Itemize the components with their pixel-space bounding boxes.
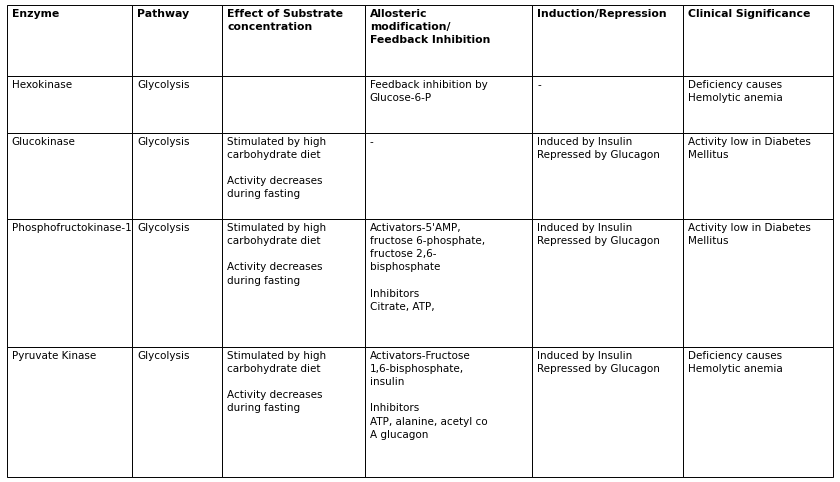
Bar	[223, 5, 365, 76]
Text: Hexokinase: Hexokinase	[12, 80, 72, 90]
Bar	[532, 5, 683, 76]
Text: Pyruvate Kinase: Pyruvate Kinase	[12, 350, 96, 361]
Bar	[223, 133, 365, 219]
Bar	[223, 76, 365, 133]
Text: Glycolysis: Glycolysis	[137, 80, 190, 90]
Bar	[532, 347, 683, 477]
Text: Glycolysis: Glycolysis	[137, 350, 190, 361]
Bar	[365, 347, 532, 477]
Text: Glycolysis: Glycolysis	[137, 223, 190, 233]
Bar	[132, 133, 223, 219]
Bar	[223, 347, 365, 477]
Bar	[365, 76, 532, 133]
Bar	[365, 5, 532, 76]
Text: Induced by Insulin
Repressed by Glucagon: Induced by Insulin Repressed by Glucagon	[537, 136, 660, 160]
Text: Glucokinase: Glucokinase	[12, 136, 76, 147]
Text: Stimulated by high
carbohydrate diet

Activity decreases
during fasting: Stimulated by high carbohydrate diet Act…	[228, 350, 327, 414]
Bar	[132, 347, 223, 477]
Text: Induced by Insulin
Repressed by Glucagon: Induced by Insulin Repressed by Glucagon	[537, 223, 660, 246]
Text: Activity low in Diabetes
Mellitus: Activity low in Diabetes Mellitus	[688, 136, 811, 160]
Bar	[7, 219, 132, 347]
Text: Activators-Fructose
1,6-bisphosphate,
insulin

Inhibitors
ATP, alanine, acetyl c: Activators-Fructose 1,6-bisphosphate, in…	[370, 350, 487, 440]
Text: Clinical Significance: Clinical Significance	[688, 9, 810, 19]
Bar	[532, 76, 683, 133]
Bar	[132, 5, 223, 76]
Text: Stimulated by high
carbohydrate diet

Activity decreases
during fasting: Stimulated by high carbohydrate diet Act…	[228, 223, 327, 285]
Bar	[365, 219, 532, 347]
Bar	[132, 76, 223, 133]
Text: Activators-5'AMP,
fructose 6-phosphate,
fructose 2,6-
bisphosphate

Inhibitors
C: Activators-5'AMP, fructose 6-phosphate, …	[370, 223, 485, 312]
Bar	[7, 5, 132, 76]
Bar	[683, 5, 833, 76]
Bar	[683, 219, 833, 347]
Bar	[7, 347, 132, 477]
Text: Induced by Insulin
Repressed by Glucagon: Induced by Insulin Repressed by Glucagon	[537, 350, 660, 374]
Bar	[683, 133, 833, 219]
Text: -: -	[537, 80, 541, 90]
Text: Feedback inhibition by
Glucose-6-P: Feedback inhibition by Glucose-6-P	[370, 80, 487, 103]
Text: Glycolysis: Glycolysis	[137, 136, 190, 147]
Text: -: -	[370, 136, 373, 147]
Text: Enzyme: Enzyme	[12, 9, 59, 19]
Text: Deficiency causes
Hemolytic anemia: Deficiency causes Hemolytic anemia	[688, 350, 783, 374]
Text: Phosphofructokinase-1: Phosphofructokinase-1	[12, 223, 132, 233]
Text: Pathway: Pathway	[137, 9, 189, 19]
Text: Allosteric
modification/
Feedback Inhibition: Allosteric modification/ Feedback Inhibi…	[370, 9, 490, 45]
Bar	[7, 133, 132, 219]
Text: Effect of Substrate
concentration: Effect of Substrate concentration	[228, 9, 344, 32]
Bar	[683, 347, 833, 477]
Bar	[7, 76, 132, 133]
Bar	[132, 219, 223, 347]
Bar	[223, 219, 365, 347]
Text: Activity low in Diabetes
Mellitus: Activity low in Diabetes Mellitus	[688, 223, 811, 246]
Bar	[683, 76, 833, 133]
Bar	[532, 133, 683, 219]
Text: Stimulated by high
carbohydrate diet

Activity decreases
during fasting: Stimulated by high carbohydrate diet Act…	[228, 136, 327, 200]
Bar	[532, 219, 683, 347]
Text: Deficiency causes
Hemolytic anemia: Deficiency causes Hemolytic anemia	[688, 80, 783, 103]
Bar	[365, 133, 532, 219]
Text: Induction/Repression: Induction/Repression	[537, 9, 667, 19]
